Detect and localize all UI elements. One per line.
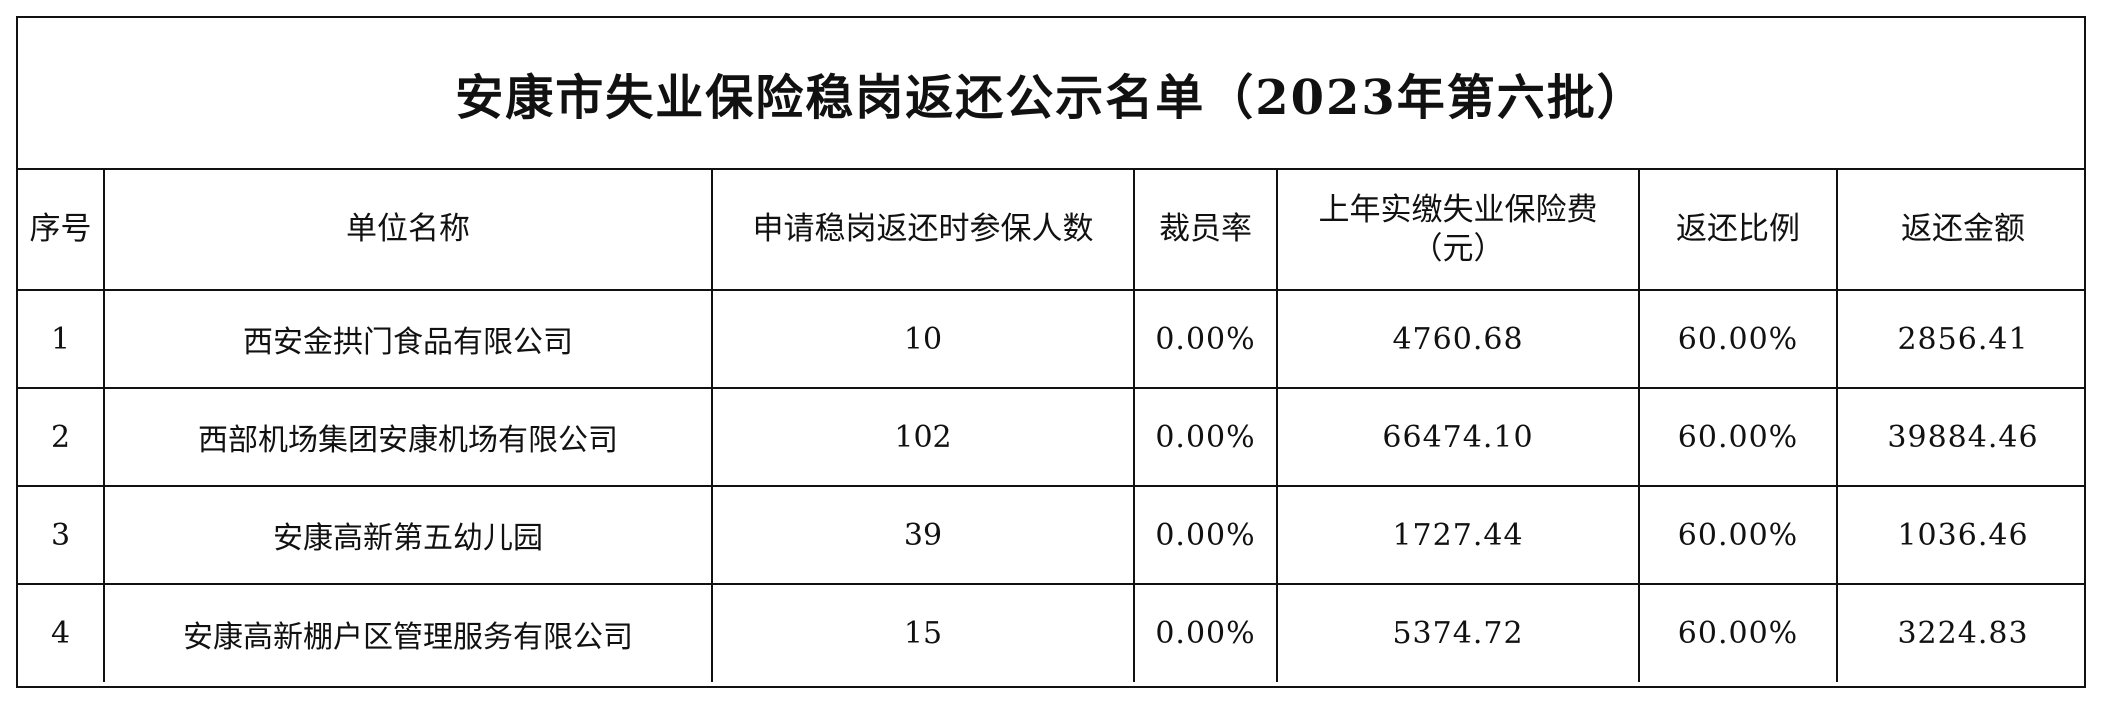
cell-return-ratio: 60.00%: [1639, 584, 1838, 682]
table-row: 3 安康高新第五幼儿园 39 0.00% 1727.44 60.00% 1036…: [18, 486, 2084, 585]
cell-premium-paid: 1727.44: [1277, 486, 1640, 585]
cell-unit-name: 安康高新第五幼儿园: [104, 486, 713, 585]
cell-return-ratio: 60.00%: [1639, 290, 1838, 389]
cell-layoff-rate: 0.00%: [1134, 584, 1278, 682]
unemployment-insurance-return-table: 序号 单位名称 申请稳岗返还时参保人数 裁员率 上年实缴失业保险费 （元） 返还…: [18, 170, 2084, 682]
cell-insured-count: 10: [712, 290, 1135, 389]
cell-return-ratio: 60.00%: [1639, 486, 1838, 585]
header-premium-paid: 上年实缴失业保险费 （元）: [1277, 170, 1640, 291]
header-insured-count: 申请稳岗返还时参保人数: [712, 170, 1135, 291]
cell-seq: 3: [18, 486, 105, 585]
header-unit-name: 单位名称: [104, 170, 713, 291]
header-return-amount: 返还金额: [1837, 170, 2084, 291]
cell-layoff-rate: 0.00%: [1134, 290, 1278, 389]
header-seq: 序号: [18, 170, 105, 291]
header-premium-main-label: 上年实缴失业保险费: [1318, 191, 1598, 228]
table-body: 1 西安金拱门食品有限公司 10 0.00% 4760.68 60.00% 28…: [18, 290, 2084, 682]
table-row: 1 西安金拱门食品有限公司 10 0.00% 4760.68 60.00% 28…: [18, 290, 2084, 389]
cell-insured-count: 102: [712, 388, 1135, 487]
cell-return-amount: 39884.46: [1837, 388, 2084, 487]
header-layoff-rate: 裁员率: [1134, 170, 1278, 291]
cell-seq: 4: [18, 584, 105, 682]
cell-seq: 1: [18, 290, 105, 389]
page-title: 安康市失业保险稳岗返还公示名单（2023年第六批）: [455, 70, 1647, 126]
cell-unit-name: 安康高新棚户区管理服务有限公司: [104, 584, 713, 682]
cell-return-ratio: 60.00%: [1639, 388, 1838, 487]
cell-insured-count: 15: [712, 584, 1135, 682]
cell-seq: 2: [18, 388, 105, 487]
table-header: 序号 单位名称 申请稳岗返还时参保人数 裁员率 上年实缴失业保险费 （元） 返还…: [18, 170, 2084, 291]
public-list-table-sheet: 安康市失业保险稳岗返还公示名单（2023年第六批） 序号 单位名称 申请稳岗返还…: [16, 16, 2086, 688]
cell-unit-name: 西安金拱门食品有限公司: [104, 290, 713, 389]
table-row: 4 安康高新棚户区管理服务有限公司 15 0.00% 5374.72 60.00…: [18, 584, 2084, 682]
cell-layoff-rate: 0.00%: [1134, 486, 1278, 585]
cell-return-amount: 3224.83: [1897, 616, 2029, 651]
cell-premium-paid: 5374.72: [1277, 584, 1640, 682]
cell-premium-paid: 4760.68: [1277, 290, 1640, 389]
cell-unit-name: 西部机场集团安康机场有限公司: [104, 388, 713, 487]
table-row: 2 西部机场集团安康机场有限公司 102 0.00% 66474.10 60.0…: [18, 388, 2084, 487]
cell-return-amount: 2856.41: [1837, 290, 2084, 389]
cell-premium-paid: 66474.10: [1277, 388, 1640, 487]
header-return-ratio: 返还比例: [1639, 170, 1838, 291]
cell-insured-count: 39: [712, 486, 1135, 585]
header-premium-unit-label: （元）: [1411, 230, 1505, 267]
cell-return-amount: 1036.46: [1837, 486, 2084, 585]
table-title-row: 安康市失业保险稳岗返还公示名单（2023年第六批）: [18, 18, 2084, 170]
cell-layoff-rate: 0.00%: [1134, 388, 1278, 487]
table-header-row: 序号 单位名称 申请稳岗返还时参保人数 裁员率 上年实缴失业保险费 （元） 返还…: [18, 170, 2084, 291]
